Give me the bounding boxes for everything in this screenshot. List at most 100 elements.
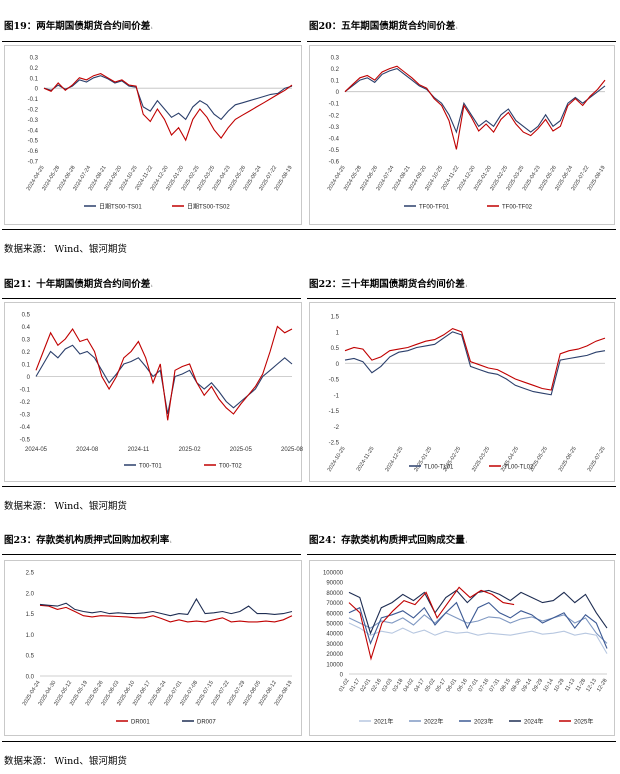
chart-24-plot: 1000009000080000700006000050000400003000… <box>323 571 609 726</box>
title-rule <box>2 41 301 42</box>
y-tick-label: 50000 <box>326 622 343 628</box>
series-line <box>35 344 293 415</box>
x-tick-label: 2024-08 <box>76 447 99 453</box>
y-tick-label: -0.6 <box>28 149 39 155</box>
y-tick-label: 2.5 <box>26 571 35 577</box>
chart-19-plot: 0.30.20.10-0.1-0.2-0.3-0.4-0.5-0.6-0.720… <box>26 56 294 211</box>
series-line <box>344 67 606 134</box>
chart-title-20: 图20：五年期国债期货合约间价差ᵢ <box>309 21 458 32</box>
y-tick-label: -0.1 <box>329 102 340 108</box>
legend-label: 2024年 <box>524 718 543 726</box>
y-tick-label: 100000 <box>323 571 344 577</box>
y-tick-label: 80000 <box>326 591 343 597</box>
legend-label: DR007 <box>197 720 216 726</box>
title-rule <box>307 41 616 42</box>
y-tick-label: -0.3 <box>20 413 31 419</box>
series-line <box>348 612 608 644</box>
title-rule <box>2 298 301 299</box>
y-tick-label: 0 <box>336 90 340 96</box>
y-tick-label: 30000 <box>326 642 343 648</box>
y-tick-label: 40000 <box>326 632 343 638</box>
legend-label: 2025年 <box>574 718 593 726</box>
y-tick-label: 0.4 <box>22 325 31 331</box>
x-tick-label: 2024-12-25 <box>384 446 404 473</box>
section-rule <box>2 229 616 230</box>
x-tick-label: 2024-11-25 <box>356 446 376 473</box>
y-tick-label: 0.1 <box>331 79 340 85</box>
y-tick-label: 1.5 <box>26 612 35 618</box>
x-tick-label: 2025-02 <box>179 447 202 453</box>
series-line <box>39 597 293 617</box>
series-line <box>43 73 293 142</box>
y-tick-label: -0.6 <box>329 160 340 166</box>
y-tick-label: 70000 <box>326 601 343 607</box>
y-tick-label: 20000 <box>326 652 343 658</box>
y-tick-label: 0 <box>336 362 340 368</box>
x-tick-label: 2025-06-25 <box>558 446 578 473</box>
chart-title-23: 图23：存款类机构质押式回购加权利率ᵢ <box>4 535 172 546</box>
y-tick-label: -2.5 <box>329 441 340 447</box>
y-tick-label: -2 <box>334 425 340 431</box>
y-tick-label: -0.3 <box>28 118 39 124</box>
y-tick-label: -1.5 <box>329 409 340 415</box>
y-tick-label: -0.3 <box>329 125 340 131</box>
legend-label: DR001 <box>131 720 150 726</box>
y-tick-label: -0.4 <box>20 425 31 431</box>
chart-title-21: 图21：十年期国债期货合约间价差ᵢ <box>4 279 153 290</box>
legend-label: 2021年 <box>374 718 393 726</box>
y-tick-label: -0.1 <box>20 388 31 394</box>
legend-label: TF00-TF01 <box>419 205 450 211</box>
y-tick-label: -0.4 <box>28 128 39 134</box>
y-tick-label: 0.3 <box>30 56 39 62</box>
chart-21-plot: 0.5 0.4 0.3 0.2 0.1 0 -0.1 -0.2 -0.3 -0.4 -0.5 2024… <box>20 313 304 470</box>
y-tick-label: 1.0 <box>26 633 35 639</box>
y-tick-label: 0 <box>27 375 31 381</box>
chart-20-plot: 0.30.20.10-0.1-0.2-0.3-0.4-0.5-0.62024-0… <box>327 56 607 211</box>
y-tick-label: -1 <box>334 393 340 399</box>
section-rule <box>2 486 616 487</box>
y-tick-label: 1.5 <box>331 315 340 321</box>
chart-title-24: 图24：存款类机构质押式回购成交量ᵢ <box>309 535 467 546</box>
chart-frame <box>4 45 302 225</box>
x-tick-label: 2025-05 <box>230 447 253 453</box>
y-tick-label: -0.1 <box>28 97 39 103</box>
legend-label: 日期TS00-TS01 <box>99 203 142 211</box>
y-tick-label: 0.2 <box>331 67 340 73</box>
y-tick-label: -0.2 <box>329 113 340 119</box>
chart-23-plot: 2.52.01.51.00.50.02025-04-242025-04-3020… <box>22 571 294 726</box>
y-tick-label: 0 <box>35 87 39 93</box>
legend-label: 2023年 <box>474 718 493 726</box>
y-tick-label: 1 <box>336 330 340 336</box>
y-tick-label: 0 <box>340 673 344 679</box>
y-tick-label: -0.2 <box>20 400 31 406</box>
legend-label: T00-T02 <box>219 464 242 470</box>
chart-frame <box>309 45 615 225</box>
x-tick-label: 2024-10-25 <box>327 446 347 473</box>
legend-label: 日期TS00-TS02 <box>187 203 230 211</box>
chart-frame <box>4 560 302 736</box>
y-tick-label: -0.5 <box>329 378 340 384</box>
y-tick-label: -0.5 <box>28 139 39 145</box>
x-tick-label: 2024-11 <box>128 447 150 453</box>
y-tick-label: -0.2 <box>28 108 39 114</box>
section-rule <box>2 741 616 742</box>
series-line <box>348 586 515 661</box>
y-tick-label: -0.5 <box>20 438 31 444</box>
series-line <box>344 327 606 391</box>
source-note: 数据来源： Wind、银河期货 <box>4 756 127 767</box>
series-line <box>348 622 608 654</box>
series-line <box>43 75 293 121</box>
series-line <box>344 331 606 396</box>
chart-title-19: 图19：两年期国债期货合约间价差ᵢ <box>4 21 153 32</box>
title-rule <box>307 554 616 555</box>
y-tick-label: 0.3 <box>331 56 340 62</box>
y-tick-label: -0.5 <box>329 148 340 154</box>
legend-label: T00-T01 <box>139 464 162 470</box>
x-tick-label: 12-28 <box>596 678 609 693</box>
x-tick-label: 2025-07-25 <box>587 446 607 473</box>
y-tick-label: 0.0 <box>26 675 35 681</box>
legend-label: 2022年 <box>424 718 443 726</box>
series-line <box>39 604 293 623</box>
y-tick-label: 10000 <box>326 662 343 668</box>
legend-label: TL00-TL01 <box>424 465 454 471</box>
